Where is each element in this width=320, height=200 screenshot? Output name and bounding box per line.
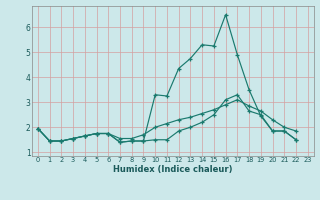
X-axis label: Humidex (Indice chaleur): Humidex (Indice chaleur) — [113, 165, 233, 174]
